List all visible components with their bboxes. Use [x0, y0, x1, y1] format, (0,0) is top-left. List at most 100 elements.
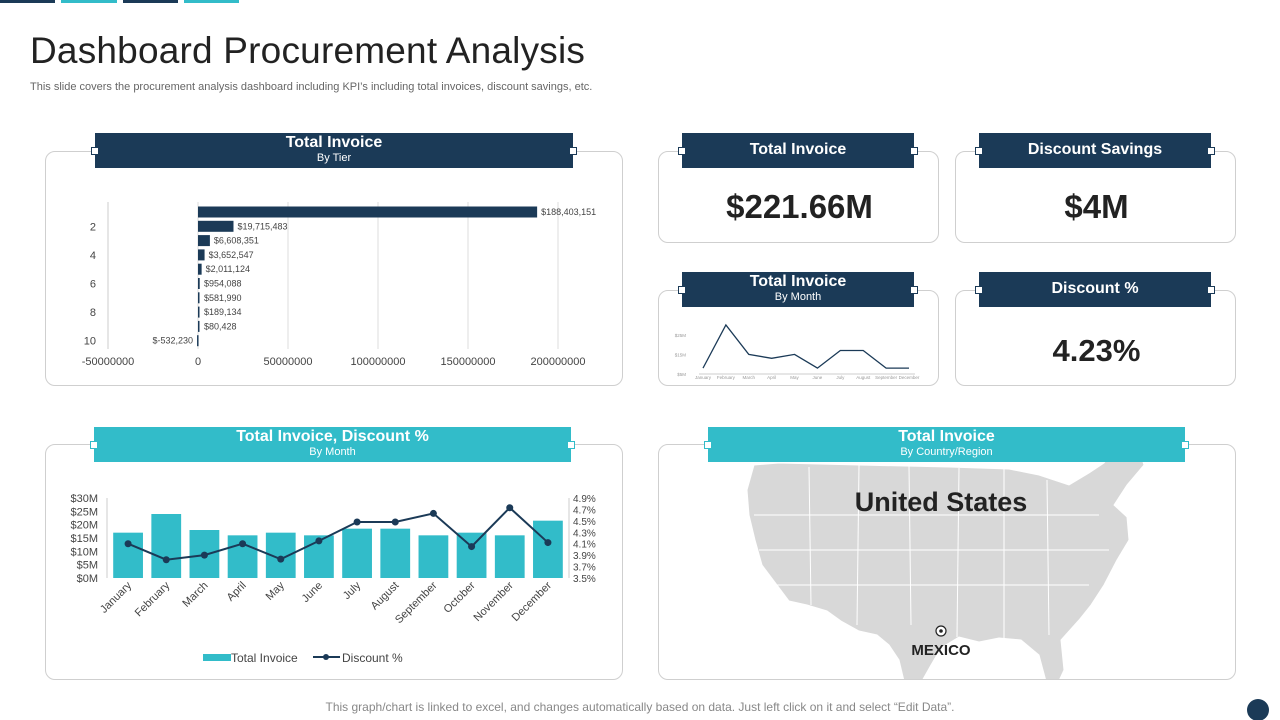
location-marker-dot [939, 629, 943, 633]
resize-handle-left[interactable] [704, 440, 712, 449]
tier-chart-header: Total Invoice By Tier [91, 133, 577, 168]
tier-bar[interactable] [198, 249, 205, 261]
page-title: Dashboard Procurement Analysis [30, 30, 586, 71]
invoice-bar[interactable] [418, 535, 449, 578]
resize-handle-left[interactable] [975, 146, 983, 155]
tier-bar-label: $954,088 [204, 279, 242, 289]
tier-bar-label: $6,608,351 [214, 236, 259, 246]
resize-handle-left[interactable] [678, 285, 686, 294]
combo-bar-line-chart: $30M$25M$20M$15M$10M$5M$0M 4.9%4.7%4.5%4… [70, 493, 596, 665]
discount-point[interactable] [162, 556, 170, 564]
discount-point[interactable] [200, 551, 208, 559]
legend-swatch-total-invoice [203, 654, 231, 661]
mini-y-tick: $15M [675, 352, 687, 357]
tier-bar[interactable] [198, 292, 200, 304]
discount-point[interactable] [315, 537, 323, 545]
kpi-total-invoice-header: Total Invoice [678, 133, 918, 168]
tier-x-tick: 50000000 [264, 356, 313, 368]
mini-y-tick: $25M [675, 333, 687, 338]
us-region-map[interactable]: United States MEXICO [659, 445, 1236, 680]
slide-corner-dot [1247, 699, 1269, 720]
month-mini-title: Total Invoice [749, 273, 847, 290]
tier-x-tick: 0 [195, 356, 201, 368]
invoice-bar[interactable] [113, 532, 143, 578]
discount-point[interactable] [239, 540, 247, 548]
right-axis-tick: 3.5% [573, 574, 596, 585]
discount-point[interactable] [277, 555, 285, 563]
resize-handle-right[interactable] [910, 285, 918, 294]
tier-bar[interactable] [197, 335, 199, 347]
discount-point[interactable] [391, 518, 399, 526]
month-x-tick: July [341, 579, 364, 602]
tier-bar[interactable] [198, 320, 200, 332]
mini-x-tick: September [875, 375, 898, 380]
discount-point[interactable] [124, 540, 132, 548]
map-panel: United States MEXICO [658, 444, 1236, 680]
tier-bar-label: $80,428 [204, 321, 237, 331]
tier-bar-label: $581,990 [204, 293, 242, 303]
discount-point[interactable] [353, 518, 361, 526]
tier-bar[interactable] [198, 306, 200, 318]
tier-bar[interactable] [198, 206, 538, 218]
invoice-bar[interactable] [494, 535, 525, 578]
month-x-tick: February [133, 579, 173, 619]
month-x-tick: January [98, 579, 135, 616]
invoice-bar[interactable] [151, 514, 182, 578]
resize-handle-right[interactable] [1181, 440, 1189, 449]
united-states-shape[interactable] [746, 445, 1145, 680]
tier-y-tick: 10 [84, 336, 96, 348]
legend-marker-discount [323, 654, 329, 660]
resize-handle-left[interactable] [91, 146, 99, 155]
left-axis-tick: $15M [70, 533, 98, 545]
resize-handle-right[interactable] [1207, 285, 1215, 294]
tier-bar[interactable] [198, 278, 200, 289]
legend-label-total-invoice: Total Invoice [231, 651, 298, 665]
resize-handle-right[interactable] [910, 146, 918, 155]
tier-chart-panel: $188,403,151 $19,715,483 $6,608,351 $3,652,… [45, 151, 623, 386]
right-axis-tick: 4.9% [573, 494, 596, 505]
tier-bar-label: $2,011,124 [206, 264, 250, 274]
accent-bar-3 [123, 0, 178, 3]
invoice-bar[interactable] [456, 532, 487, 578]
discount-point[interactable] [468, 543, 476, 551]
left-axis-tick: $5M [77, 560, 98, 572]
resize-handle-left[interactable] [975, 285, 983, 294]
kpi-discount-savings-title: Discount Savings [1027, 141, 1163, 158]
discount-line[interactable] [127, 506, 549, 561]
left-axis-tick: $25M [70, 506, 98, 518]
month-mini-line-chart: $25M $15M $5M January February March April May… [675, 323, 920, 380]
combo-chart-subtitle: By Month [309, 446, 356, 458]
month-mini-subtitle: By Month [774, 291, 822, 303]
tier-bar[interactable] [198, 235, 210, 247]
resize-handle-right[interactable] [567, 440, 575, 449]
kpi-total-invoice-title: Total Invoice [749, 141, 847, 158]
resize-handle-right[interactable] [569, 146, 577, 155]
tier-bar-label: $19,715,483 [237, 221, 287, 231]
mini-x-tick: May [790, 375, 799, 380]
resize-handle-right[interactable] [1207, 146, 1215, 155]
left-axis-tick: $20M [70, 520, 98, 532]
month-x-tick: March [180, 580, 210, 610]
mini-series-line[interactable] [702, 323, 909, 369]
tier-bar-label: $189,134 [204, 307, 242, 317]
invoice-bar[interactable] [380, 528, 411, 578]
mini-y-tick: $5M [677, 372, 686, 377]
resize-handle-left[interactable] [90, 440, 98, 449]
right-axis-tick: 4.7% [573, 505, 596, 516]
resize-handle-left[interactable] [678, 146, 686, 155]
invoice-bar[interactable] [533, 520, 563, 578]
month-x-tick: October [442, 579, 478, 615]
tier-bar[interactable] [198, 263, 202, 275]
legend-label-discount: Discount % [342, 651, 403, 665]
footer-note: This graph/chart is linked to excel, and… [325, 700, 955, 714]
discount-point[interactable] [429, 509, 437, 517]
tier-bar[interactable] [198, 220, 234, 232]
right-axis-tick: 3.7% [573, 563, 596, 574]
month-x-tick: August [369, 580, 402, 613]
discount-point[interactable] [506, 504, 514, 512]
left-axis-tick: $30M [70, 493, 98, 505]
invoice-bar[interactable] [342, 528, 372, 578]
mini-x-tick: March [743, 375, 756, 380]
discount-point[interactable] [544, 539, 552, 547]
month-x-tick: May [264, 579, 288, 603]
